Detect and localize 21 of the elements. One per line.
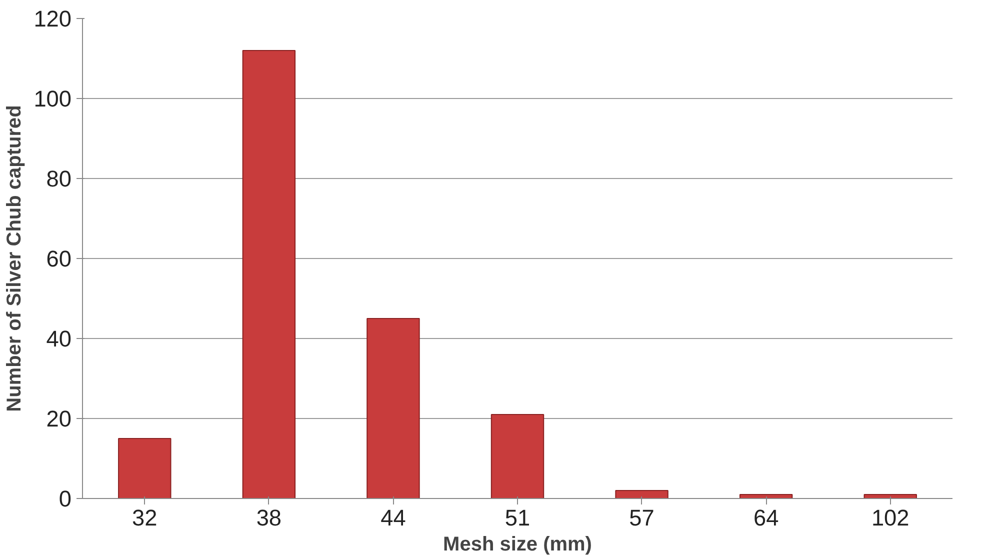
x-tick-label: 44 bbox=[380, 504, 406, 530]
y-tick-label: 120 bbox=[34, 6, 72, 32]
y-tick-label: 40 bbox=[46, 326, 72, 352]
bar bbox=[242, 50, 296, 498]
x-tick-label: 64 bbox=[753, 504, 779, 530]
x-axis-title: Mesh size (mm) bbox=[443, 534, 592, 556]
x-tick-label: 51 bbox=[504, 504, 530, 530]
x-tick-label: 38 bbox=[256, 504, 282, 530]
bar bbox=[118, 438, 172, 498]
x-tick-label: 57 bbox=[629, 504, 654, 530]
y-tick-label: 0 bbox=[58, 486, 72, 512]
bar bbox=[490, 414, 544, 498]
y-tick-label: 100 bbox=[34, 86, 72, 112]
y-tick-label: 20 bbox=[46, 406, 72, 432]
y-tick-label: 80 bbox=[46, 166, 72, 192]
y-tick-label: 60 bbox=[46, 246, 72, 272]
x-tick-label: 102 bbox=[871, 504, 910, 530]
y-axis-title: Number of Silver Chub captured bbox=[4, 105, 26, 412]
bar bbox=[615, 490, 668, 498]
bar bbox=[366, 318, 420, 498]
x-tick-label: 32 bbox=[132, 504, 158, 530]
